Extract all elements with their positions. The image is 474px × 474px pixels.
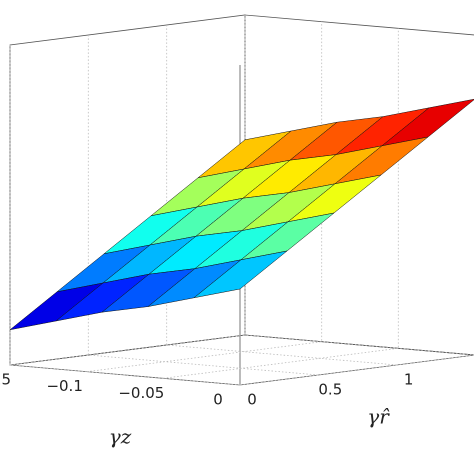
- y-tick-label: −0.05: [118, 384, 164, 402]
- x-tick-label: 0: [247, 391, 257, 409]
- x-axis-label: γr̂: [367, 405, 390, 429]
- x-tick-label: 1: [404, 371, 414, 389]
- surface-patch: [193, 250, 288, 299]
- y-tick-label: −0.15: [0, 371, 11, 389]
- y-axis-label: γz: [109, 425, 132, 449]
- x-tick-label: 0.5: [318, 381, 342, 399]
- y-tick-label: 0: [213, 391, 223, 409]
- y-tick-label: −0.1: [46, 377, 82, 395]
